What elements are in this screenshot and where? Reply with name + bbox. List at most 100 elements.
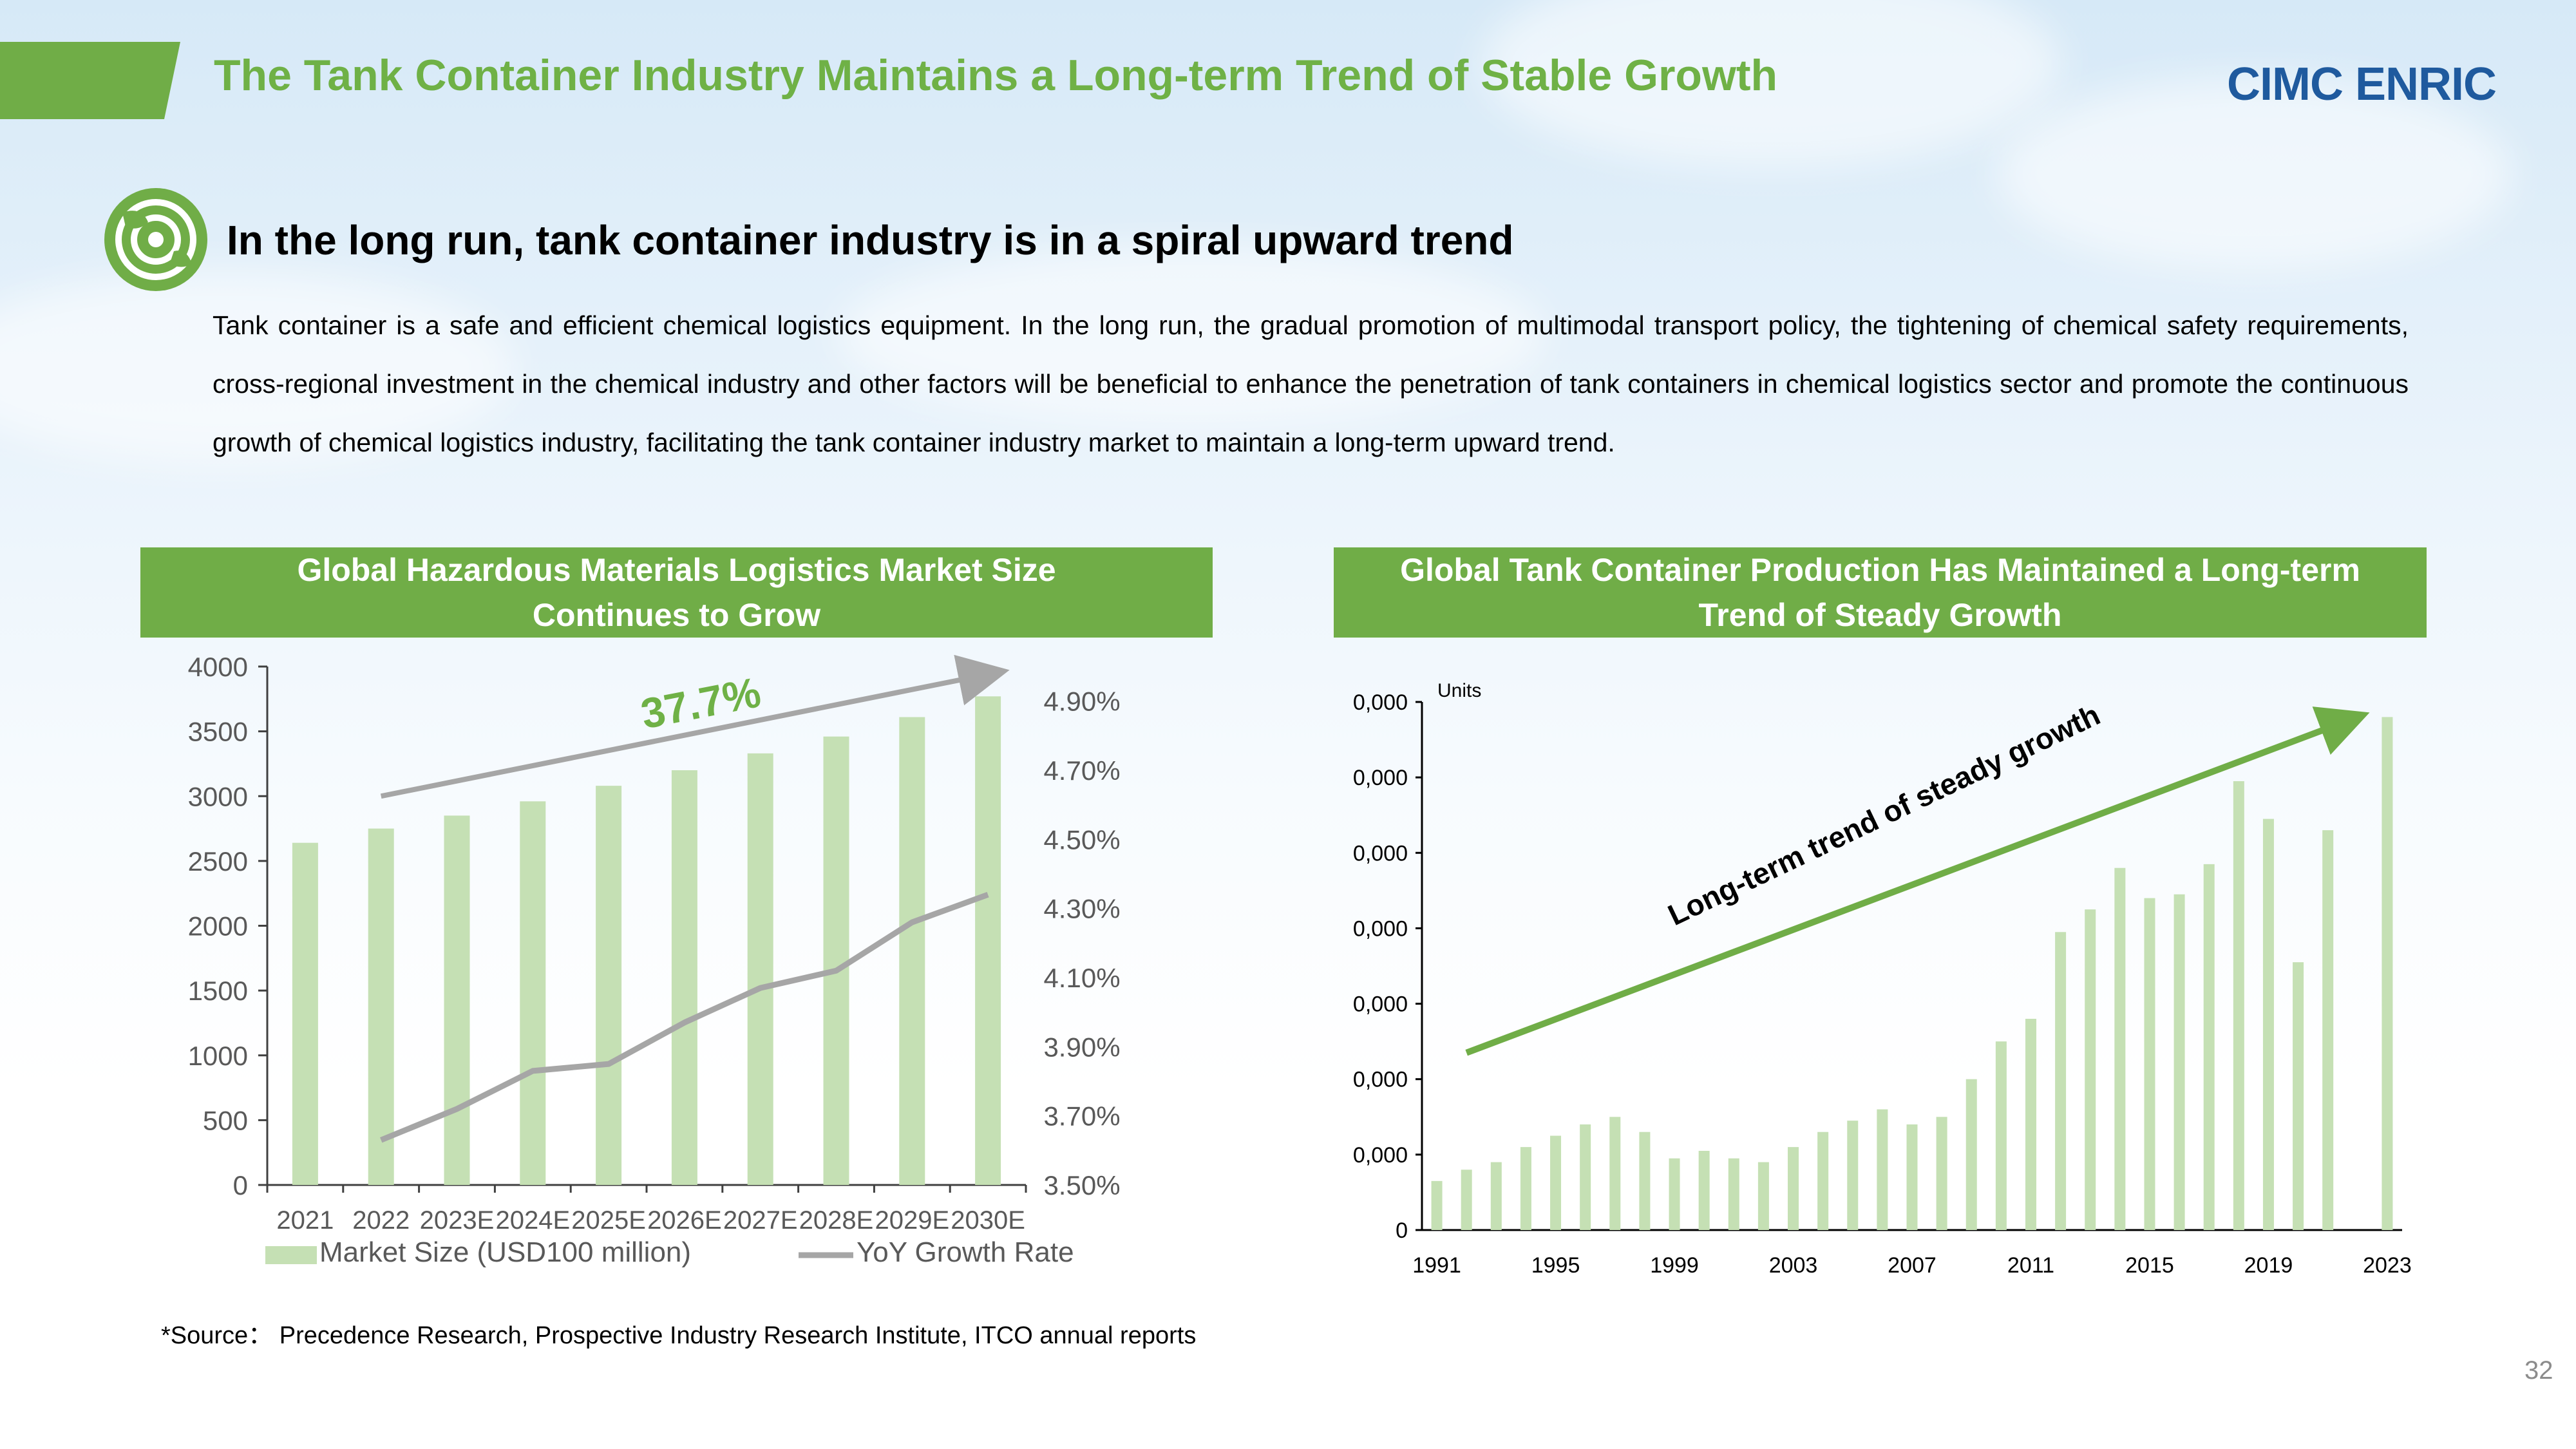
- bar: [444, 815, 470, 1185]
- bar: [1639, 1132, 1651, 1230]
- y-tick-label: 40,000: [1352, 916, 1408, 941]
- background-cloud: [837, 245, 1546, 425]
- legend-swatch-bars: [265, 1246, 317, 1264]
- x-tick-label: 2023E: [420, 1206, 495, 1235]
- y-tick-label: 3000: [188, 781, 248, 811]
- y2-tick-label: 4.30%: [1043, 894, 1120, 924]
- trend-arrow: [380, 654, 1010, 799]
- bar: [1965, 1079, 1977, 1230]
- y-tick-label: 50,000: [1352, 841, 1408, 866]
- x-tick-label: 2024E: [495, 1206, 570, 1235]
- x-tick-label: 2019: [2244, 1253, 2293, 1278]
- market-size-chart: 0 500 1000 1500 2000 2500 3000 3500 4000 3.50% 3.7…: [188, 652, 1121, 1268]
- bar: [1609, 1117, 1621, 1230]
- x-tick-label: 2015: [2125, 1253, 2174, 1278]
- y2-tick-label: 4.90%: [1043, 687, 1120, 717]
- bar: [2322, 830, 2334, 1230]
- bar: [368, 828, 394, 1185]
- bar: [1728, 1158, 1739, 1230]
- bar: [1757, 1162, 1769, 1230]
- x-tick-label: 1995: [1531, 1253, 1580, 1278]
- bar: [1461, 1170, 1472, 1230]
- bar: [1995, 1041, 2007, 1230]
- x-tick-label: 2007: [1888, 1253, 1937, 1278]
- bar: [520, 801, 546, 1185]
- background-cloud: [1481, 0, 2061, 167]
- right-chart-banner: Global Tank Container Production Has Mai…: [1334, 547, 2427, 638]
- bar: [1847, 1121, 1859, 1230]
- y-tick-label: 30,000: [1352, 992, 1408, 1017]
- legend-label-yoy: YoY Growth Rate: [857, 1236, 1074, 1268]
- y2-tick-label: 3.70%: [1043, 1101, 1120, 1132]
- bar: [2203, 864, 2215, 1230]
- y-tick-label: 500: [203, 1105, 248, 1135]
- x-tick-label: 2003: [1769, 1253, 1818, 1278]
- bar: [596, 786, 622, 1185]
- x-tick-label: 2029E: [875, 1206, 949, 1235]
- y-tick-label: 1000: [188, 1041, 248, 1071]
- source-note: *Source： Precedence Research, Prospectiv…: [161, 1322, 1197, 1349]
- bar: [1520, 1147, 1531, 1230]
- y-tick-label: 0: [233, 1170, 248, 1200]
- bar: [2262, 819, 2274, 1230]
- bar: [2382, 717, 2393, 1230]
- x-tick-label: 2026E: [647, 1206, 722, 1235]
- bar: [1936, 1117, 1947, 1230]
- bar: [1490, 1162, 1502, 1230]
- bar: [2025, 1019, 2036, 1230]
- right-chart-banner-text: Global Tank Container Production Has Mai…: [1400, 552, 2360, 633]
- bar: [975, 696, 1001, 1185]
- x-tick-label: 2025E: [571, 1206, 646, 1235]
- x-tick-label: 1999: [1650, 1253, 1699, 1278]
- left-chart-banner-text: Global Hazardous Materials Logistics Mar…: [297, 552, 1056, 633]
- growth-annotation: 37.7%: [637, 668, 764, 737]
- legend-label-market-size: Market Size (USD100 million): [319, 1236, 691, 1268]
- x-tick-label: 2011: [2007, 1253, 2054, 1278]
- body-paragraph: Tank container is a safe and efficient c…: [213, 310, 2409, 457]
- x-tick-label: 2028E: [799, 1206, 874, 1235]
- y-tick-label: 3500: [188, 717, 248, 747]
- tank-production-chart: 0 10,000 20,000 30,000 40,000 50,000 60,000 70,…: [1352, 680, 2412, 1278]
- x-tick-label: 2023: [2363, 1253, 2412, 1278]
- trend-arrow: [1465, 706, 2370, 1056]
- y2-tick-label: 4.70%: [1043, 755, 1120, 786]
- left-chart-banner: Global Hazardous Materials Logistics Mar…: [140, 547, 1213, 638]
- y2-tick-label: 4.50%: [1043, 824, 1120, 855]
- globe-target-icon: [104, 188, 207, 291]
- yoy-growth-line: [379, 891, 989, 1143]
- bar: [899, 717, 925, 1185]
- y-tick-label: 2500: [188, 846, 248, 876]
- y2-tick-label: 4.10%: [1043, 963, 1120, 993]
- bar: [1788, 1147, 1799, 1230]
- bar: [1669, 1158, 1680, 1230]
- x-tick-label: 2030E: [951, 1206, 1025, 1235]
- company-logo: CIMC ENRIC: [2227, 59, 2497, 110]
- background-cloud: [0, 270, 515, 464]
- bar: [2174, 894, 2185, 1230]
- bar: [2085, 909, 2096, 1230]
- bar: [747, 753, 773, 1185]
- x-tick-label: 2022: [352, 1206, 410, 1235]
- y-tick-label: 0: [1396, 1218, 1408, 1243]
- y-tick-label: 4000: [188, 652, 248, 682]
- bar: [2233, 781, 2244, 1230]
- bar: [2114, 867, 2126, 1230]
- page-title: The Tank Container Industry Maintains a …: [214, 51, 1778, 100]
- bar: [2144, 898, 2155, 1230]
- background-cloud: [1996, 77, 2512, 270]
- bar: [292, 842, 318, 1185]
- corner-tab-shape: [0, 42, 180, 119]
- bar: [823, 736, 849, 1185]
- section-heading: In the long run, tank container industry…: [227, 217, 1514, 263]
- bar: [1698, 1151, 1710, 1230]
- y2-tick-label: 3.90%: [1043, 1032, 1120, 1062]
- y-tick-label: 60,000: [1352, 766, 1408, 790]
- y-tick-label: 10,000: [1352, 1143, 1408, 1168]
- x-tick-label: 2021: [276, 1206, 334, 1235]
- page-number: 32: [2524, 1356, 2553, 1385]
- x-tick-label: 2027E: [723, 1206, 798, 1235]
- bar: [2055, 932, 2067, 1230]
- bar: [1906, 1124, 1918, 1230]
- y-tick-label: 20,000: [1352, 1068, 1408, 1092]
- bar: [1877, 1109, 1888, 1230]
